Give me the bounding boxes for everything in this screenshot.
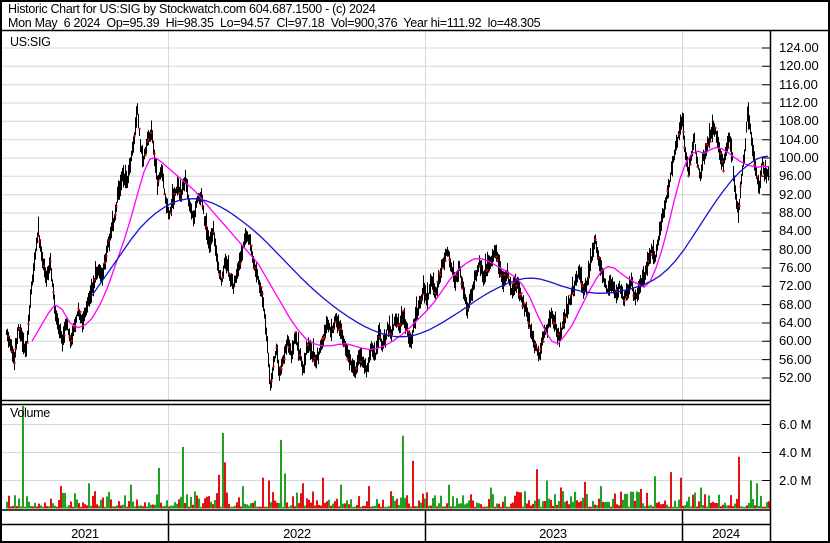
volume-panel-label: Volume	[10, 406, 50, 420]
symbol-label: US:SIG	[10, 35, 51, 49]
price-axis-label: 52.00	[779, 369, 812, 385]
price-axis-label: 104.00	[779, 131, 819, 147]
price-axis-label: 92.00	[779, 186, 812, 202]
price-axis-label: 56.00	[779, 351, 812, 367]
price-axis-label: 64.00	[779, 314, 812, 330]
price-axis-label: 60.00	[779, 333, 812, 349]
quote-summary-line: Mon May 6 2024 Op=95.39 Hi=98.35 Lo=94.5…	[8, 15, 541, 30]
price-axis-label: 96.00	[779, 168, 812, 184]
volume-axis-label: 6.0 M	[779, 416, 812, 432]
price-axis-label: 120.00	[779, 58, 819, 74]
year-axis-label: 2024	[712, 525, 740, 541]
price-axis-label: 100.00	[779, 149, 819, 165]
price-axis-label: 112.00	[779, 94, 818, 110]
year-axis-label: 2021	[71, 525, 99, 541]
short-term-moving-average	[31, 146, 769, 351]
price-axis-label: 124.00	[779, 40, 819, 55]
chart-title: Historic Chart for US:SIG by Stockwatch.…	[8, 2, 376, 16]
price-axis-label: 80.00	[779, 241, 812, 257]
price-axis-label: 116.00	[779, 76, 818, 92]
volume-axis-label: 2.0 M	[779, 472, 812, 488]
year-axis-label: 2023	[539, 525, 567, 541]
long-term-moving-average	[91, 155, 769, 338]
year-axis-label: 2022	[283, 525, 311, 541]
price-axis-label: 72.00	[779, 278, 812, 294]
price-axis-label: 84.00	[779, 223, 812, 239]
price-axis-label: 88.00	[779, 204, 812, 220]
price-axis-label: 76.00	[779, 259, 812, 275]
volume-axis-label: 4.0 M	[779, 444, 812, 460]
price-axis-label: 108.00	[779, 113, 819, 129]
price-axis-label: 68.00	[779, 296, 812, 312]
